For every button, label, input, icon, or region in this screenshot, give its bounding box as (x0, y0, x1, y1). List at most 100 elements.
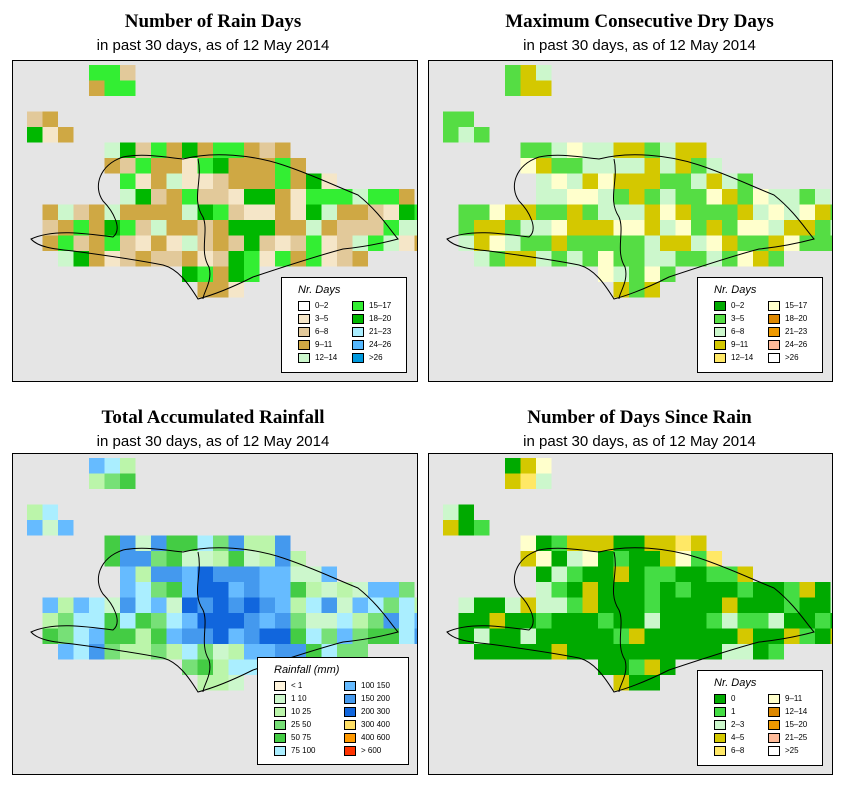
legend-label: 15–20 (785, 720, 808, 729)
grid-cell (474, 628, 490, 644)
grid-cell (768, 220, 784, 236)
grid-cell (644, 266, 660, 282)
grid-cell (675, 220, 691, 236)
grid-cell (244, 535, 260, 551)
grid-cell (737, 582, 753, 598)
grid-cell (551, 142, 567, 158)
grid-cell (368, 235, 384, 251)
grid-cell (290, 644, 306, 660)
grid-cell (244, 628, 260, 644)
grid-cell (598, 235, 614, 251)
grid-cell (228, 251, 244, 267)
legend-entry: 150 200 (344, 693, 390, 704)
grid-cell (582, 251, 598, 267)
grid-cell (228, 628, 244, 644)
grid-cell (120, 551, 136, 567)
grid-cell (213, 158, 229, 174)
grid-cell (414, 613, 417, 629)
grid-cell (197, 535, 213, 551)
grid-cell (644, 613, 660, 629)
legend-entry: 15–20 (768, 719, 807, 730)
grid-cell (629, 566, 645, 582)
grid-cell (166, 628, 182, 644)
grid-cell (489, 597, 505, 613)
legend-label: 2–3 (731, 720, 745, 729)
grid-cell (228, 535, 244, 551)
panel-rain-days: Number of Rain Days in past 30 days, as … (0, 0, 426, 396)
grid-cell (551, 235, 567, 251)
grid-cell (321, 628, 337, 644)
grid-cell (213, 597, 229, 613)
legend-swatch (274, 706, 286, 717)
grid-cell (135, 158, 151, 174)
grid-cell (290, 613, 306, 629)
legend-swatch (768, 352, 780, 363)
grid-cell (458, 597, 474, 613)
grid-cell (244, 204, 260, 220)
grid-cell (151, 251, 167, 267)
grid-cell (737, 251, 753, 267)
grid-cell (660, 142, 676, 158)
grid-cell (660, 158, 676, 174)
grid-cell (213, 613, 229, 629)
grid-cell (197, 566, 213, 582)
grid-cell (660, 235, 676, 251)
grid-cell (306, 235, 322, 251)
grid-cell (536, 80, 552, 96)
grid-cell (166, 204, 182, 220)
grid-cell (582, 220, 598, 236)
grid-cell (536, 204, 552, 220)
grid-cell (536, 173, 552, 189)
grid-cell (383, 204, 399, 220)
grid-cell (213, 644, 229, 660)
grid-cell (660, 644, 676, 660)
grid-cell (644, 158, 660, 174)
grid-cell (753, 582, 769, 598)
grid-cell (691, 251, 707, 267)
grid-cell (706, 613, 722, 629)
grid-cell (536, 551, 552, 567)
legend-label: 18–20 (369, 314, 392, 323)
grid-cell (89, 628, 105, 644)
grid-cell (567, 597, 583, 613)
panel-dry-days: Maximum Consecutive Dry Days in past 30 … (426, 0, 853, 396)
grid-cell (290, 582, 306, 598)
legend-label: 24–26 (785, 340, 808, 349)
grid-cell (675, 173, 691, 189)
grid-cell (352, 628, 368, 644)
grid-cell (830, 220, 832, 236)
grid-cell (120, 628, 136, 644)
grid-cell (567, 158, 583, 174)
grid-cell (275, 582, 291, 598)
grid-cell (582, 158, 598, 174)
legend-swatch (352, 313, 364, 324)
grid-cell (151, 613, 167, 629)
grid-cell (474, 220, 490, 236)
legend-label: 12–14 (785, 707, 808, 716)
legend-swatch (352, 352, 364, 363)
grid-cell (306, 613, 322, 629)
grid-cell (244, 582, 260, 598)
grid-cell (135, 251, 151, 267)
grid-cell (151, 628, 167, 644)
grid-cell (706, 158, 722, 174)
grid-cell (644, 628, 660, 644)
legend-entry: 4–5 (714, 732, 744, 743)
grid-cell (151, 158, 167, 174)
grid-cell (536, 535, 552, 551)
grid-cell (213, 628, 229, 644)
grid-cell (598, 582, 614, 598)
grid-cell (722, 173, 738, 189)
grid-cell (275, 551, 291, 567)
grid-cell (228, 158, 244, 174)
grid-cell (337, 235, 353, 251)
grid-cell (275, 189, 291, 205)
grid-cell (120, 158, 136, 174)
grid-cell (644, 659, 660, 675)
island-outline (446, 154, 815, 300)
grid-cell (551, 173, 567, 189)
legend-label: 25 50 (291, 720, 312, 729)
grid-cell (520, 220, 536, 236)
grid-cell (166, 173, 182, 189)
grid-cell (598, 158, 614, 174)
